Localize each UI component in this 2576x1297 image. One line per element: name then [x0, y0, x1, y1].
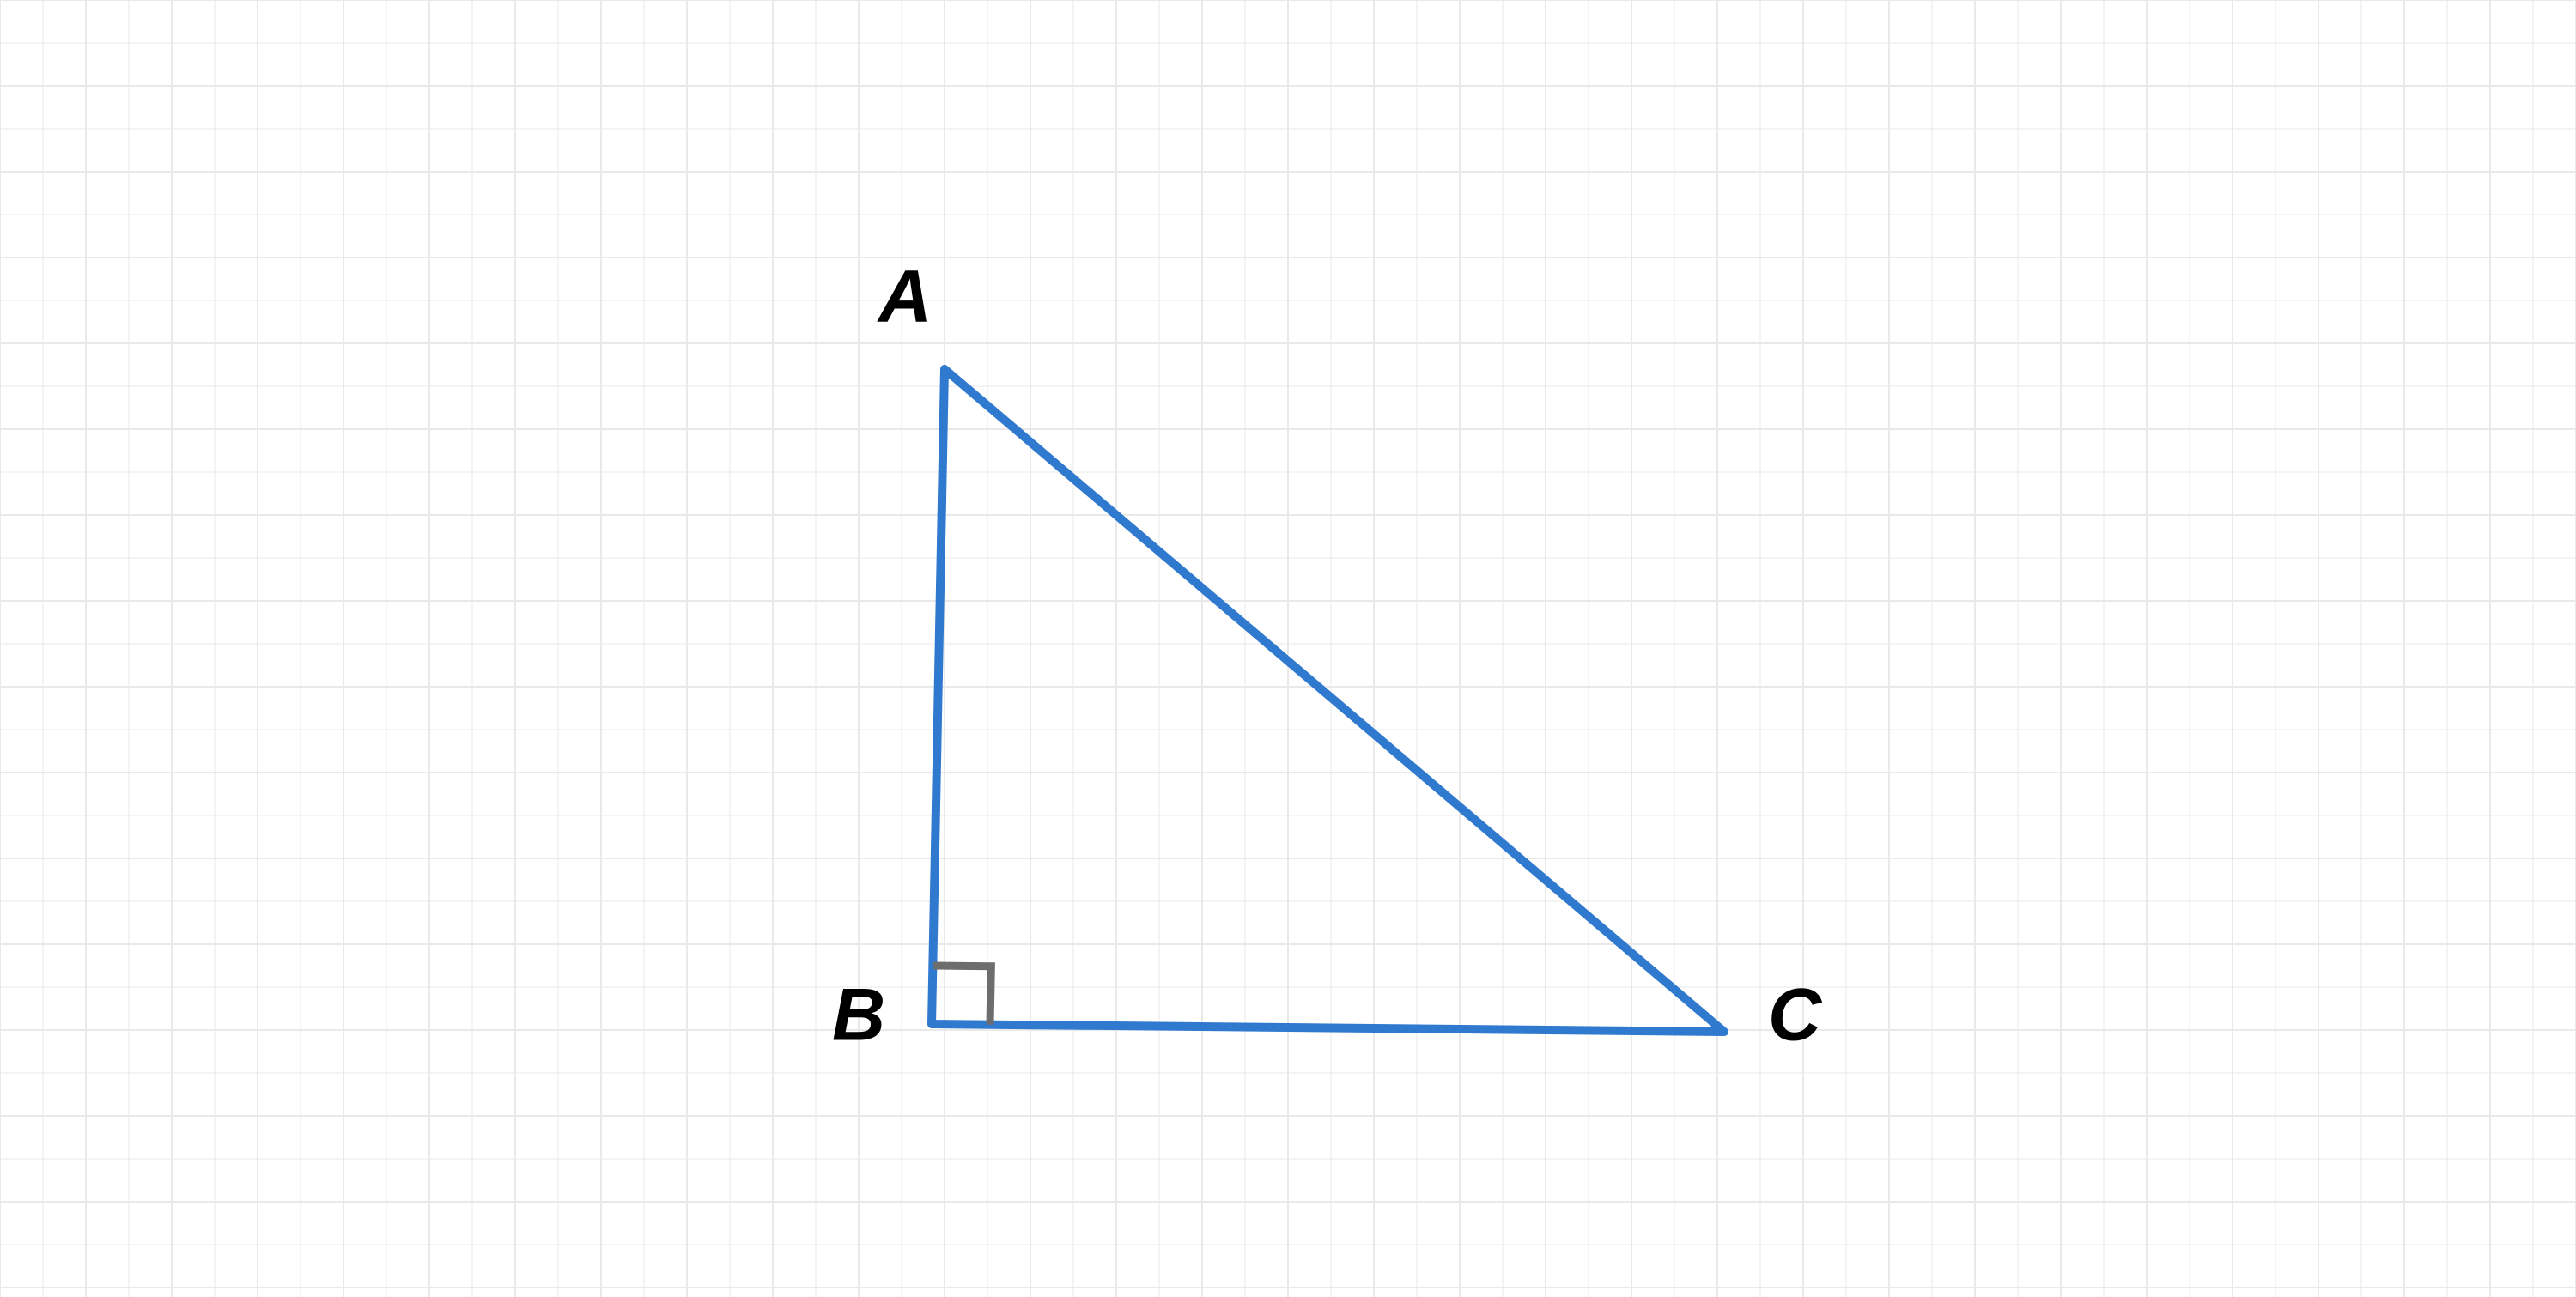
triangle-abc: [932, 369, 1724, 1032]
grid: [0, 0, 2576, 1297]
vertex-label-c: C: [1768, 973, 1821, 1058]
vertex-label-b: B: [832, 973, 885, 1058]
right-angle-marker: [933, 966, 991, 1025]
vertex-label-a: A: [878, 255, 932, 340]
diagram-canvas: A B C: [0, 0, 2576, 1297]
diagram-svg: [0, 0, 2576, 1297]
